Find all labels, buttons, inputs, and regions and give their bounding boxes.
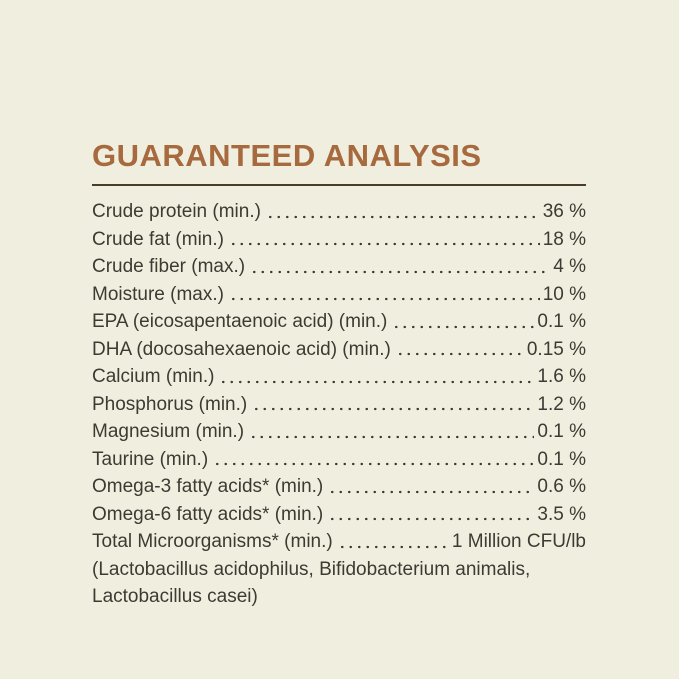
nutrient-value: 4 % — [553, 256, 586, 277]
nutrient-label: Total Microorganisms* (min.) — [92, 531, 333, 552]
nutrient-value: 1 Million CFU/lb — [451, 531, 586, 552]
nutrient-label: EPA (eicosapentaenoic acid) (min.) — [92, 311, 388, 332]
table-row: Crude fiber (max.) 4 % — [92, 253, 586, 281]
nutrient-label: DHA (docosahexaenoic acid) (min.) — [92, 338, 391, 360]
nutrient-value: 18 % — [542, 228, 586, 250]
table-row: Taurine (min.) 0.1 % — [92, 445, 586, 473]
dot-leader — [390, 308, 535, 336]
nutrient-label: Crude protein (min.) — [92, 201, 261, 222]
nutrient-label: Omega-6 fatty acids* (min.) — [92, 503, 324, 525]
microorganisms-species-line: Lactobacillus casei) — [92, 586, 258, 607]
nutrient-label: Crude fiber (max.) — [92, 256, 246, 277]
dot-leader — [326, 500, 535, 528]
table-row: Calcium (min.) 1.6 % — [92, 363, 586, 391]
nutrient-value: 0.1 % — [537, 311, 586, 332]
dot-leader — [217, 363, 535, 391]
dot-leader — [226, 280, 540, 308]
nutrient-value: 0.15 % — [526, 338, 586, 360]
nutrient-label: Moisture (max.) — [92, 283, 224, 305]
nutrient-value: 0.6 % — [537, 476, 586, 497]
table-row: Crude fat (min.) 18 % — [92, 225, 586, 253]
table-row: Magnesium (min.) 0.1 % — [92, 418, 586, 446]
nutrient-value: 1.2 % — [537, 393, 586, 415]
page-title: GUARANTEED ANALYSIS — [92, 138, 482, 173]
dot-leader — [393, 335, 524, 363]
analysis-table: Crude protein (min.) 36 % Crude fat (min… — [92, 198, 586, 611]
dot-leader — [250, 390, 535, 418]
nutrient-value: 3.5 % — [537, 503, 586, 525]
nutrient-value: 10 % — [542, 283, 586, 305]
nutrient-value: 1.6 % — [537, 366, 586, 387]
nutrient-label: Calcium (min.) — [92, 366, 215, 387]
guaranteed-analysis-panel: GUARANTEED ANALYSIS Crude protein (min.)… — [92, 138, 586, 611]
table-row: DHA (docosahexaenoic acid) (min.) 0.15 % — [92, 335, 586, 363]
dot-leader — [335, 528, 449, 556]
nutrient-label: Crude fat (min.) — [92, 228, 224, 250]
nutrient-value: 0.1 % — [537, 421, 586, 442]
table-row: Crude protein (min.) 36 % — [92, 198, 586, 226]
dot-leader — [326, 473, 535, 501]
table-row: Omega-3 fatty acids* (min.) 0.6 % — [92, 473, 586, 501]
nutrient-value: 0.1 % — [537, 448, 586, 470]
table-row: Total Microorganisms* (min.) 1 Million C… — [92, 528, 586, 556]
nutrient-label: Phosphorus (min.) — [92, 393, 248, 415]
table-row: EPA (eicosapentaenoic acid) (min.) 0.1 % — [92, 308, 586, 336]
dot-leader — [248, 253, 551, 281]
dot-leader — [226, 225, 540, 253]
dot-leader — [211, 445, 535, 473]
table-row: Moisture (max.) 10 % — [92, 280, 586, 308]
title-divider — [92, 184, 586, 186]
nutrient-label: Magnesium (min.) — [92, 421, 245, 442]
nutrient-value: 36 % — [542, 201, 586, 222]
dot-leader — [263, 198, 540, 226]
microorganisms-species-line: (Lactobacillus acidophilus, Bifidobacter… — [92, 558, 531, 580]
table-row: Omega-6 fatty acids* (min.) 3.5 % — [92, 500, 586, 528]
nutrient-label: Taurine (min.) — [92, 448, 209, 470]
table-row: Phosphorus (min.) 1.2 % — [92, 390, 586, 418]
nutrient-label: Omega-3 fatty acids* (min.) — [92, 476, 324, 497]
dot-leader — [247, 418, 535, 446]
